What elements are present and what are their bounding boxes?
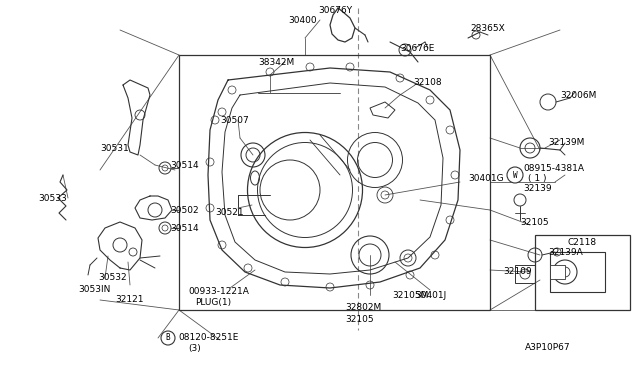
Circle shape xyxy=(507,167,523,183)
Text: W: W xyxy=(513,170,517,180)
Bar xyxy=(535,235,630,310)
Text: 00933-1221A: 00933-1221A xyxy=(188,288,249,296)
Text: 32139A: 32139A xyxy=(548,247,583,257)
Text: 30521: 30521 xyxy=(215,208,244,217)
Text: C2118: C2118 xyxy=(568,237,597,247)
Text: 30401J: 30401J xyxy=(415,291,446,299)
Text: 30514: 30514 xyxy=(170,160,198,170)
Text: A3P10P67: A3P10P67 xyxy=(525,343,571,353)
Text: 32105: 32105 xyxy=(520,218,548,227)
Text: 32105: 32105 xyxy=(345,315,374,324)
Text: ( 1 ): ( 1 ) xyxy=(528,173,547,183)
Text: 28365X: 28365X xyxy=(470,23,505,32)
Text: 08120-8251E: 08120-8251E xyxy=(178,334,238,343)
Text: 30400: 30400 xyxy=(288,16,317,25)
Circle shape xyxy=(161,331,175,345)
Text: 30531: 30531 xyxy=(100,144,129,153)
Text: 3053IN: 3053IN xyxy=(78,285,110,295)
Text: 32006M: 32006M xyxy=(560,90,596,99)
Text: 32105M: 32105M xyxy=(392,291,428,299)
Text: PLUG(1): PLUG(1) xyxy=(195,298,231,307)
Text: 38342M: 38342M xyxy=(258,58,294,67)
Text: 32802M: 32802M xyxy=(345,304,381,312)
Bar xyxy=(515,265,535,283)
Text: 32139: 32139 xyxy=(523,183,552,192)
Bar xyxy=(550,252,605,292)
Text: 30502: 30502 xyxy=(170,205,198,215)
Text: 30676Y: 30676Y xyxy=(318,6,352,15)
Text: 32121: 32121 xyxy=(115,295,143,305)
Text: 30514: 30514 xyxy=(170,224,198,232)
Text: 30533: 30533 xyxy=(38,193,67,202)
Text: 30507: 30507 xyxy=(220,115,249,125)
Text: (3): (3) xyxy=(188,343,201,353)
Text: 32139M: 32139M xyxy=(548,138,584,147)
Text: B: B xyxy=(166,334,170,343)
Bar xyxy=(179,55,490,310)
Text: 30401G: 30401G xyxy=(468,173,504,183)
Bar xyxy=(550,265,565,279)
Text: 30532: 30532 xyxy=(98,273,127,282)
Text: 30676E: 30676E xyxy=(400,44,435,52)
Text: 32109: 32109 xyxy=(503,267,532,276)
Text: 32108: 32108 xyxy=(413,77,442,87)
Text: 08915-4381A: 08915-4381A xyxy=(523,164,584,173)
